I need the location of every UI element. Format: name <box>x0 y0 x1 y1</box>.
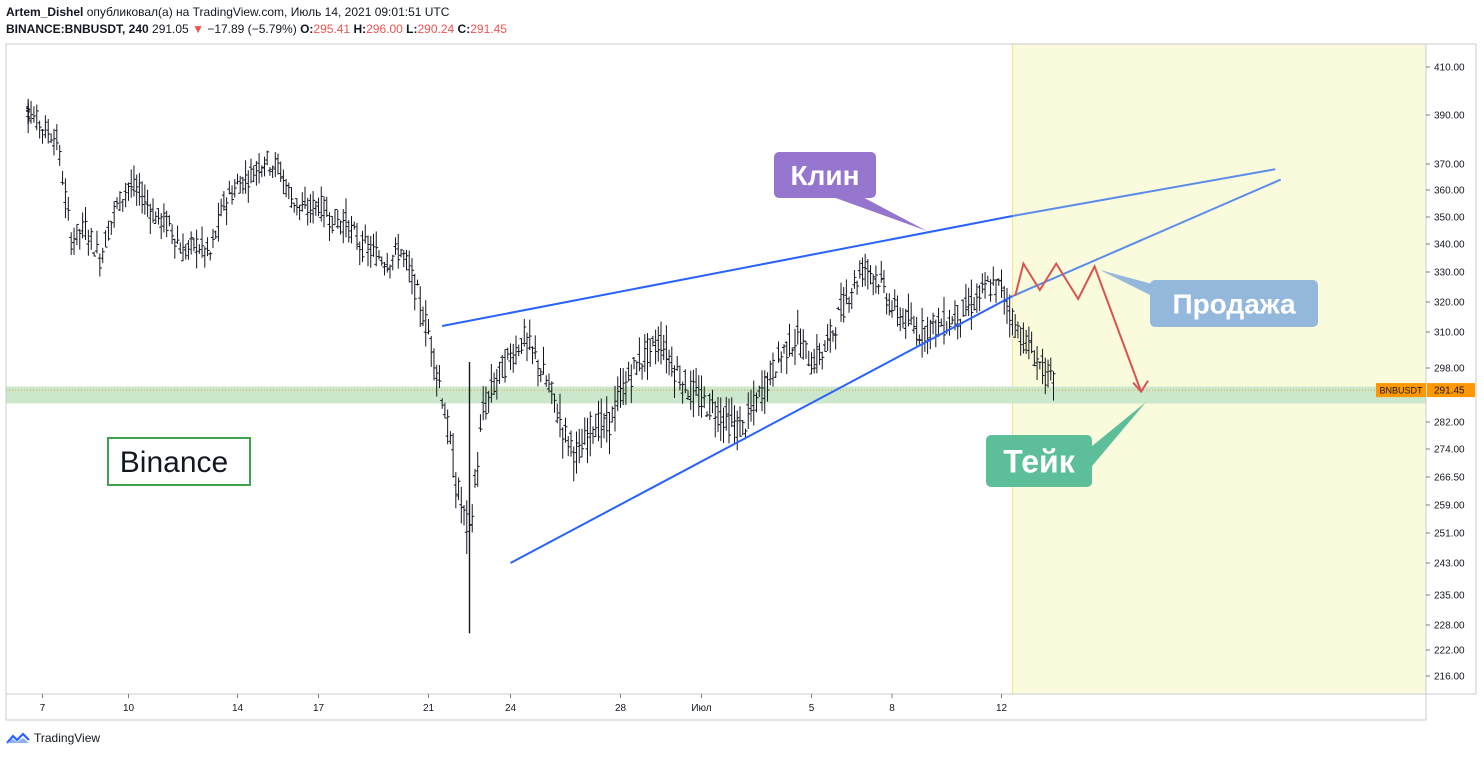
wedge-upper-projection[interactable] <box>1012 168 1276 217</box>
forecast-arrowhead <box>1132 380 1149 394</box>
close-label: C: <box>457 22 471 36</box>
price-tick-label: 390.00 <box>1434 111 1465 122</box>
time-tick-label: 8 <box>889 703 895 714</box>
author-name[interactable]: Artem_Dishel <box>6 5 84 19</box>
low-label: L: <box>406 22 418 36</box>
label-wedge-text: Клин <box>790 160 859 191</box>
time-tick-label: Июл <box>691 703 711 714</box>
price-tick-label: 259.00 <box>1434 501 1465 512</box>
time-axis[interactable] <box>5 693 1427 721</box>
price-tick-label: 370.00 <box>1434 160 1465 171</box>
ohlc-line: BINANCE:BNBUSDT, 240 291.05 ▼ −17.89 (−5… <box>6 21 507 38</box>
label-wedge-box[interactable] <box>774 152 876 198</box>
price-axis[interactable] <box>1425 43 1477 695</box>
footer: TradingView <box>6 731 100 745</box>
label-take-text: Тейк <box>1003 444 1075 480</box>
price-tick-label: 350.00 <box>1434 213 1465 224</box>
price-change: −17.89 (−5.79%) <box>207 22 297 36</box>
price-bars <box>26 98 1056 634</box>
publish-line: Artem_Dishel опубликовал(а) на TradingVi… <box>6 4 507 21</box>
price-tick-label: 330.00 <box>1434 268 1465 279</box>
price-tick-label: 243.00 <box>1434 559 1465 570</box>
published-text: опубликовал(а) на TradingView.com, Июль … <box>86 5 450 19</box>
label-sell-text: Продажа <box>1172 289 1296 320</box>
time-tick-label: 21 <box>423 703 435 714</box>
symbol-label[interactable]: BINANCE:BNBUSDT, 240 <box>6 22 149 36</box>
price-tick-label: 310.00 <box>1434 328 1465 339</box>
time-tick-label: 28 <box>615 703 627 714</box>
price-tick-label: 266.50 <box>1434 473 1465 484</box>
price-tick-label: 216.00 <box>1434 672 1465 683</box>
down-arrow-icon: ▼ <box>192 22 204 36</box>
price-tick-label: 222.00 <box>1434 646 1465 657</box>
last-price: 291.05 <box>152 22 189 36</box>
binance-label-text: Binance <box>120 446 228 479</box>
time-tick-label: 17 <box>313 703 325 714</box>
time-tick-label: 24 <box>505 703 517 714</box>
last-price-tag-text: 291.45 <box>1434 386 1465 397</box>
wedge-lower-line[interactable] <box>510 295 1013 564</box>
label-wedge-pointer <box>830 196 927 231</box>
high-value: 296.00 <box>366 22 403 36</box>
last-price-tag-box <box>1427 383 1475 398</box>
price-tick-label: 410.00 <box>1434 63 1465 74</box>
price-tick-label: 360.00 <box>1434 186 1465 197</box>
time-tick-label: 10 <box>123 703 135 714</box>
time-tick-label: 14 <box>232 703 244 714</box>
symbol-tag-text: BNBUSDT <box>1379 386 1423 396</box>
price-tick-label: 320.00 <box>1434 298 1465 309</box>
chart-header: Artem_Dishel опубликовал(а) на TradingVi… <box>6 4 507 38</box>
tradingview-logo-icon[interactable] <box>6 731 30 745</box>
symbol-tag-box <box>1376 383 1426 398</box>
label-sell-box[interactable] <box>1150 280 1318 327</box>
price-tick-label: 235.00 <box>1434 591 1465 602</box>
forecast-path[interactable] <box>1014 261 1143 392</box>
price-tick-label: 340.00 <box>1434 240 1465 251</box>
time-tick-label: 12 <box>996 703 1008 714</box>
label-take-box[interactable] <box>986 435 1092 487</box>
high-label: H: <box>353 22 367 36</box>
target-zone <box>6 386 1426 404</box>
price-tick-label: 298.00 <box>1434 364 1465 375</box>
time-tick-label: 7 <box>40 703 46 714</box>
price-tick-label: 274.00 <box>1434 445 1465 456</box>
open-value: 295.41 <box>313 22 351 36</box>
label-sell-pointer-fix <box>1100 270 1160 300</box>
price-tick-label: 228.00 <box>1434 621 1465 632</box>
open-label: O: <box>300 22 314 36</box>
price-tick-label: 282.00 <box>1434 418 1465 429</box>
forecast-area <box>1012 44 1426 694</box>
price-tick-label: 251.00 <box>1434 529 1465 540</box>
time-tick-label: 5 <box>809 703 815 714</box>
wedge-upper-line[interactable] <box>441 215 1013 327</box>
tradingview-brand[interactable]: TradingView <box>34 731 101 745</box>
low-value: 290.24 <box>417 22 455 36</box>
close-value: 291.45 <box>470 22 507 36</box>
wedge-lower-projection[interactable] <box>1012 178 1282 298</box>
binance-label-box[interactable] <box>107 437 251 486</box>
